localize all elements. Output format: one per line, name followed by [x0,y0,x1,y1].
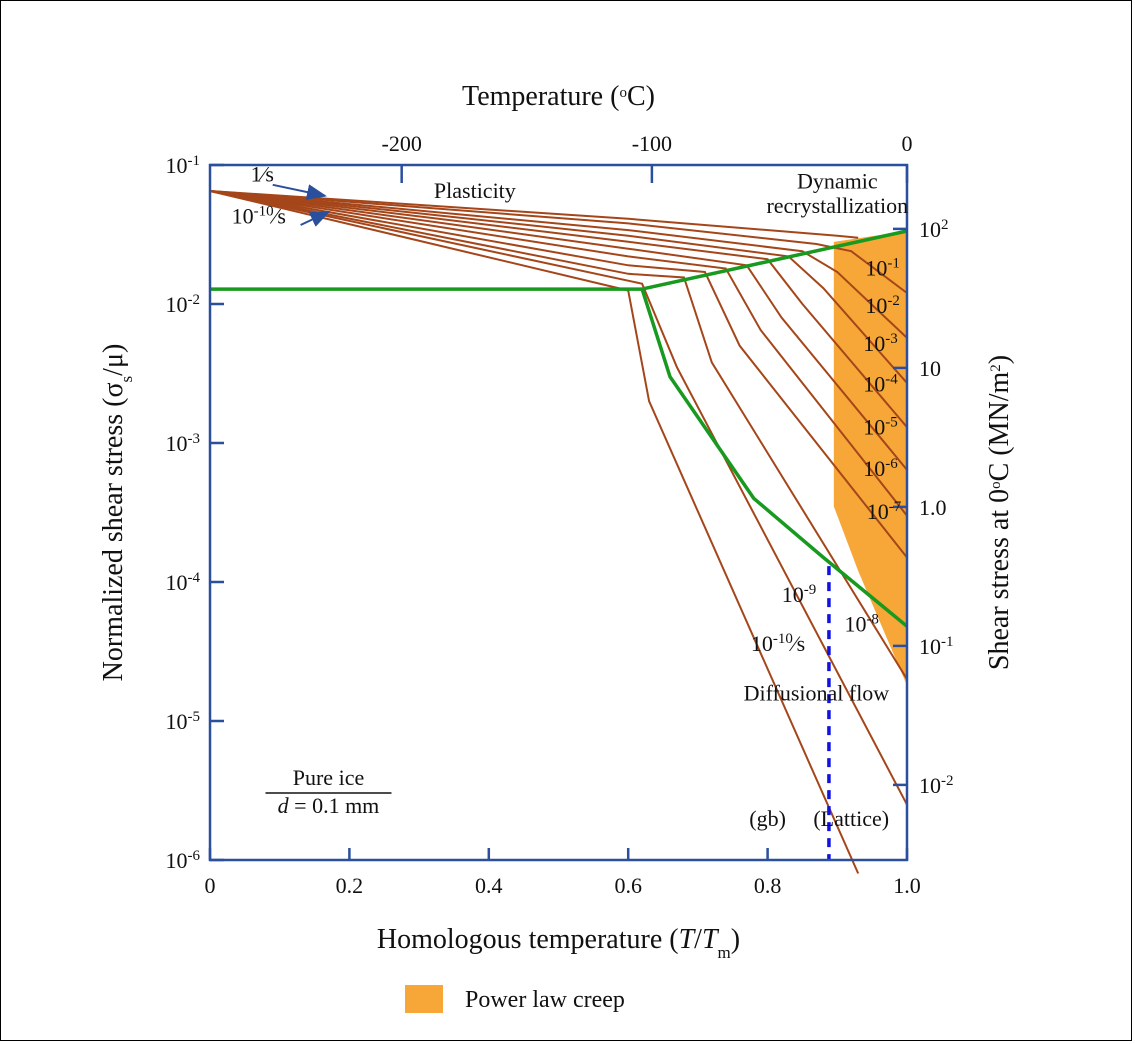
y-tick-label-0: 10-6 [166,848,201,873]
rate-label-2: 10-1 [865,256,900,281]
rate-label-8: 10-7 [867,499,902,524]
top-axis-title: Temperature (oC) [462,81,655,112]
strain-rate-curve-6 [209,190,908,517]
strain-rate-curve-3 [209,190,908,384]
rate-label-11: 10-10⁄s [751,631,805,656]
top-tick-label-0: -200 [382,131,422,156]
rate-arrow-0 [272,183,327,200]
rate-label-6: 10-5 [863,415,898,440]
y-axis-title: Normalized shear stress (σs/μ) [98,344,136,682]
right-tick-label-3: 10-1 [919,634,954,659]
rate-label-10: 10-9 [782,582,817,607]
top-tick-label-2: 0 [902,131,913,156]
strain-rate-curve-10 [209,190,860,874]
region-label-4: (gb) [749,806,786,831]
right-tick-label-1: 10 [919,356,941,381]
right-tick-label-0: 102 [919,217,949,242]
material-label: Pure ice [293,765,364,790]
strain-rate-curve-1 [209,190,908,294]
plot-area-frame [208,163,909,862]
y-tick-label-3: 10-3 [166,431,201,456]
strain-rate-curve-8 [209,190,908,680]
legend-swatch-0 [405,985,443,1013]
legend-label-0: Power law creep [465,987,625,1013]
top-tick-label-1: -100 [632,131,672,156]
x-tick-label-2: 0.4 [475,873,503,898]
strain-rate-curve-4 [209,190,908,428]
y-tick-label-5: 10-1 [166,153,201,178]
x-axis-title: Homologous temperature (T/Tm) [377,924,740,962]
x-tick-label-3: 0.6 [614,873,642,898]
x-tick-label-5: 1.0 [893,873,921,898]
y-tick-label-4: 10-2 [166,292,201,317]
rate-label-7: 10-6 [863,456,898,481]
strain-rate-curve-9 [209,190,908,806]
power-law-creep-region [833,231,907,686]
rate-label-5: 10-4 [863,371,898,396]
plasticity-boundary-line [641,229,908,291]
strain-rate-curve-0 [209,190,859,239]
rate-label-9: 10-8 [844,612,879,637]
region-label-0: Plasticity [434,178,516,203]
region-label-1: Dynamic [797,168,878,193]
rate-label-1: 10-10⁄s [232,203,286,228]
diffusion-boundary-line [210,287,909,628]
region-label-2: recrystallization [766,193,908,218]
region-label-3: Diffusional flow [744,681,890,706]
x-tick-label-0: 0 [205,873,216,898]
rate-arrow-1 [300,210,331,227]
grain-size-label: d = 0.1 mm [278,793,380,818]
y-tick-label-2: 10-4 [166,570,201,595]
rate-label-0: 1⁄s [251,162,274,187]
strain-rate-curve-7 [209,190,908,559]
right-tick-label-2: 1.0 [919,495,947,520]
rate-label-4: 10-3 [863,331,898,356]
right-axis-title: Shear stress at 0oC (MN/m2) [984,355,1015,670]
x-tick-label-1: 0.2 [336,873,364,898]
right-tick-label-4: 10-2 [919,773,954,798]
x-tick-label-4: 0.8 [754,873,782,898]
strain-rate-curve-2 [209,190,908,339]
y-tick-label-1: 10-5 [166,709,201,734]
rate-label-3: 10-2 [865,293,900,318]
region-label-5: (Lattice) [813,806,889,831]
